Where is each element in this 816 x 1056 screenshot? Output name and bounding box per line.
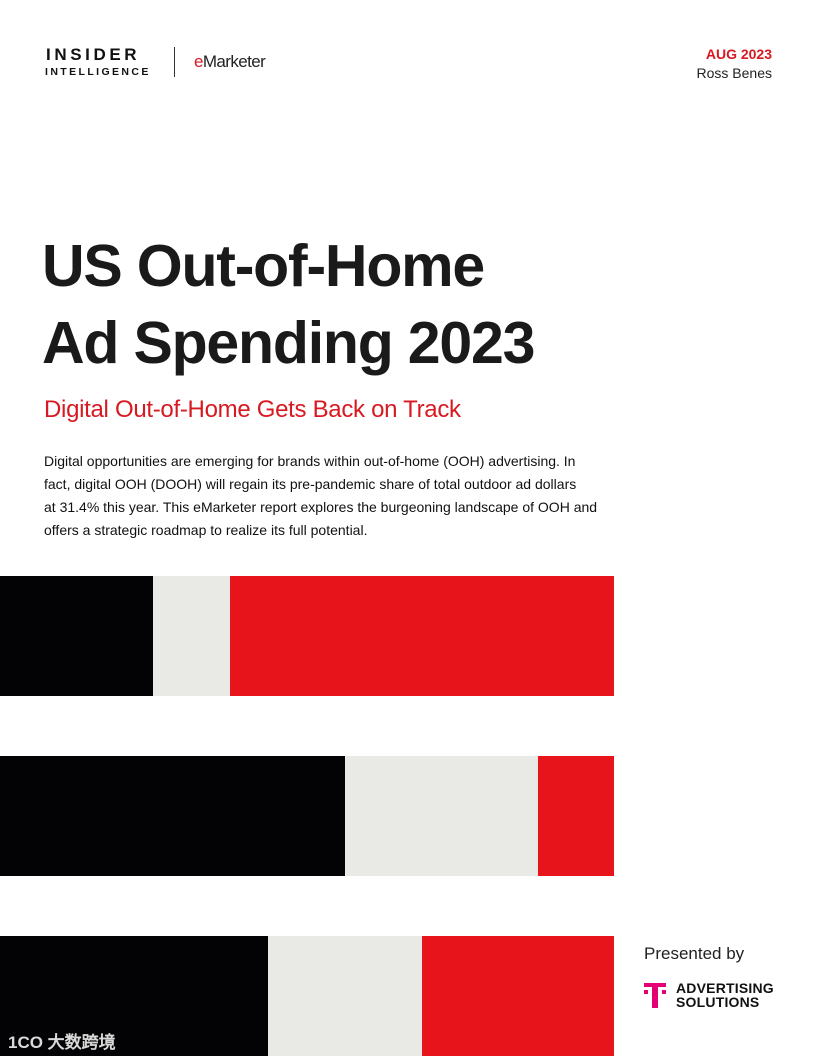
deco-bar [0, 756, 345, 876]
presented-by: Presented by [644, 944, 745, 963]
brand-line1: INSIDER [46, 45, 141, 64]
summary-line: fact, digital OOH (DOOH) will regain its… [44, 476, 577, 492]
watermark: 1CO 大数跨境 [8, 1033, 116, 1052]
deco-bar [0, 576, 153, 696]
title: US Out-of-Home Ad Spending 2023 [42, 228, 535, 382]
partner-name: Marketer [202, 52, 266, 71]
deco-bar [0, 936, 268, 1056]
divider [174, 47, 175, 77]
brand-line2: INTELLIGENCE [45, 66, 151, 78]
sponsor-name: ADVERTISING SOLUTIONS [676, 981, 774, 1009]
sponsor-line: SOLUTIONS [676, 994, 760, 1010]
title-line: Ad Spending 2023 [42, 310, 535, 376]
partner-logo: eMarketer [194, 52, 266, 72]
summary-line: offers a strategic roadmap to realize it… [44, 522, 368, 538]
summary-line: Digital opportunities are emerging for b… [44, 453, 576, 469]
deco-bar [345, 756, 538, 876]
sponsor-logo [644, 983, 666, 1008]
sponsor-line: ADVERTISING [676, 980, 774, 996]
deco-bar [268, 936, 422, 1056]
deco-bar [153, 576, 230, 696]
deco-bar [422, 936, 614, 1056]
subtitle: Digital Out-of-Home Gets Back on Track [44, 396, 461, 423]
deco-bar [538, 756, 614, 876]
date: AUG 2023 [705, 46, 772, 62]
summary-line: at 31.4% this year. This eMarketer repor… [44, 499, 598, 515]
deco-bar [230, 576, 614, 696]
title-line: US Out-of-Home [42, 233, 485, 299]
summary: Digital opportunities are emerging for b… [44, 450, 597, 542]
author: Ross Benes [696, 65, 772, 81]
partner-prefix: e [194, 52, 203, 71]
